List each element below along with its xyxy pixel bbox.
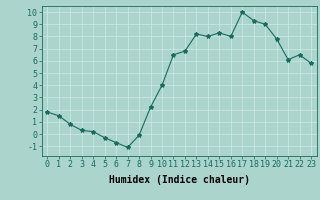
X-axis label: Humidex (Indice chaleur): Humidex (Indice chaleur) [109,175,250,185]
